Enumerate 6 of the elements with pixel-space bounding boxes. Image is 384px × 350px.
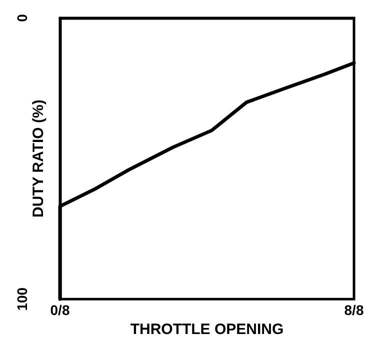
x-axis-title: THROTTLE OPENING: [130, 321, 284, 338]
y-tick-label: 100: [14, 287, 30, 311]
x-tick-label: 0/8: [50, 302, 70, 318]
x-tick-label: 8/8: [344, 302, 364, 318]
y-tick-label: 0: [14, 14, 30, 22]
y-axis-title: DUTY RATIO (%): [30, 100, 47, 218]
